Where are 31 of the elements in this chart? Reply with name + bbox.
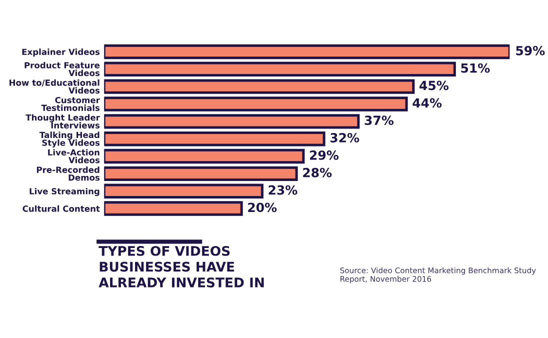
- y-tick-label: Talking Head Style Videos: [39, 132, 100, 148]
- bar: [104, 201, 243, 216]
- y-tick-label: Live-Action Videos: [48, 149, 100, 164]
- bar: [104, 148, 305, 164]
- y-tick-label: Product Feature Videos: [24, 62, 100, 76]
- data-label: 59%: [516, 46, 545, 56]
- y-tick-label: Live Streaming: [30, 188, 100, 196]
- bar: [104, 44, 510, 60]
- y-tick-label: Cultural Content: [22, 205, 100, 212]
- y-tick-label: Explainer Videos: [22, 48, 100, 57]
- data-label: 29%: [310, 150, 339, 160]
- bar: [104, 96, 408, 112]
- y-tick-label: Pre-Recorded Demos: [36, 166, 100, 181]
- data-label: 37%: [364, 116, 394, 126]
- y-tick-label: How to/Educational Videos: [10, 79, 100, 94]
- bar: [104, 166, 298, 182]
- y-tick-label: Customer Testimonials: [41, 96, 100, 111]
- y-tick-label: Thought Leader Interviews: [26, 114, 100, 128]
- data-label: 44%: [412, 98, 442, 108]
- bar: [104, 131, 326, 146]
- bar: [104, 114, 360, 129]
- bar: [104, 184, 264, 198]
- data-label: 28%: [303, 168, 332, 178]
- data-label: 45%: [420, 80, 448, 90]
- data-label: 32%: [330, 133, 360, 142]
- bar: [104, 62, 456, 76]
- data-label: 20%: [248, 202, 277, 212]
- data-label: 51%: [461, 63, 490, 73]
- text: TYPES OF VIDEOS BUSINESSES HAVE ALREADY INVESTED IN: [98, 246, 264, 288]
- data-label: 23%: [268, 185, 298, 195]
- bar: [104, 79, 415, 94]
